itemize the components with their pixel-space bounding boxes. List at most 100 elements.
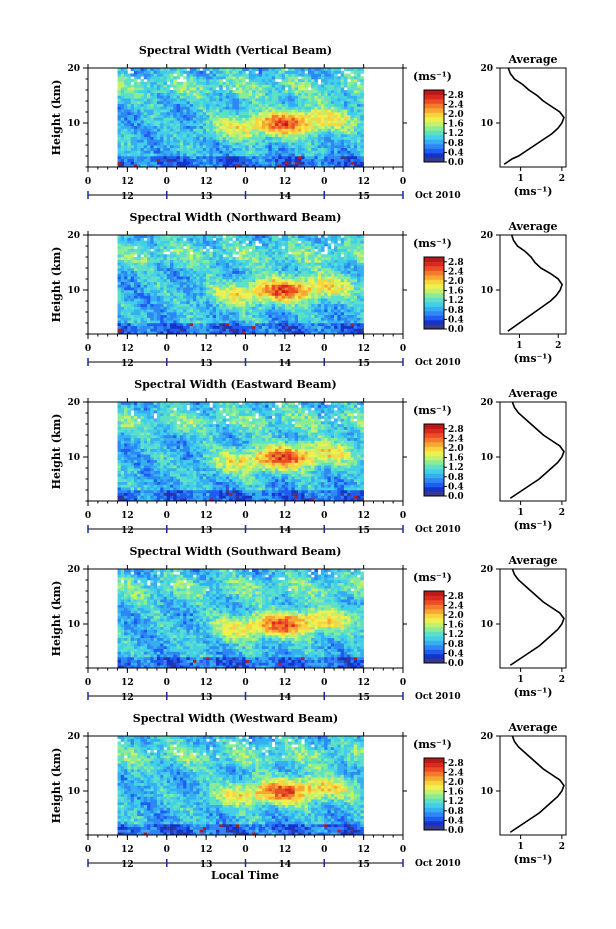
heatmap-cell xyxy=(183,134,187,138)
heatmap-cell xyxy=(117,106,122,110)
heatmap-cell xyxy=(357,84,361,88)
heatmap-cell xyxy=(320,76,325,80)
heatmap-cell xyxy=(307,262,312,266)
heatmap-cell xyxy=(268,259,273,263)
heatmap-cell xyxy=(206,114,210,118)
heatmap-cell xyxy=(301,237,305,241)
heatmap-cell xyxy=(202,142,207,146)
heatmap-cell xyxy=(117,306,122,310)
heatmap-cell xyxy=(202,312,207,316)
heatmap-cell xyxy=(222,246,227,250)
heatmap-cell xyxy=(284,156,289,160)
heatmap-cell xyxy=(291,139,296,143)
heatmap-cell xyxy=(206,87,210,91)
heatmap-cell xyxy=(153,158,158,162)
heatmap-cell xyxy=(301,153,305,157)
heatmap-cell xyxy=(229,70,233,74)
heatmap-cell xyxy=(176,303,181,307)
heatmap-cell xyxy=(265,331,269,335)
heatmap-cell xyxy=(291,301,296,305)
heatmap-cell xyxy=(242,237,246,241)
heatmap-cell xyxy=(183,142,187,146)
heatmap-cell xyxy=(196,161,200,165)
heatmap-cell xyxy=(176,87,181,91)
heatmap-cell xyxy=(156,158,161,162)
heatmap-cell xyxy=(196,301,200,305)
heatmap-cell xyxy=(265,303,269,307)
heatmap-cell xyxy=(271,101,276,105)
heatmap-cell xyxy=(163,106,168,110)
heatmap-cell xyxy=(314,145,318,149)
heatmap-cell xyxy=(334,98,338,102)
heatmap-cell xyxy=(294,301,299,305)
heatmap-cell xyxy=(143,123,148,127)
heatmap-cell xyxy=(281,254,286,258)
heatmap-cell xyxy=(324,95,328,99)
heatmap-cell xyxy=(291,290,296,294)
heatmap-cell xyxy=(137,98,141,102)
heatmap-cell xyxy=(350,156,355,160)
heatmap-cell xyxy=(137,84,141,88)
heatmap-cell xyxy=(245,254,250,258)
heatmap-cell xyxy=(179,257,184,261)
heatmap-cell xyxy=(261,150,266,154)
heatmap-cell xyxy=(117,246,122,250)
heatmap-cell xyxy=(343,103,348,107)
heatmap-cell xyxy=(268,70,273,74)
heatmap-cell xyxy=(166,76,171,80)
heatmap-cell xyxy=(288,237,292,241)
heatmap-cell xyxy=(360,158,364,162)
heatmap-cell xyxy=(291,328,296,332)
heatmap-cell xyxy=(225,246,230,250)
heatmap-cell xyxy=(199,101,204,105)
heatmap-cell xyxy=(183,235,187,239)
heatmap-cell xyxy=(307,295,312,299)
heatmap-cell xyxy=(232,164,236,168)
heatmap-cell xyxy=(133,290,138,294)
heatmap-cell xyxy=(350,68,355,72)
heatmap-cell xyxy=(222,153,227,157)
heatmap-cell xyxy=(179,158,184,162)
colorbar-tick-label: 2.4 xyxy=(448,100,464,110)
heatmap-cell xyxy=(320,73,325,77)
heatmap-cell xyxy=(176,68,181,72)
heatmap-cell xyxy=(235,320,240,324)
heatmap-cell xyxy=(170,68,174,72)
heatmap-cell xyxy=(245,76,250,80)
heatmap-cell xyxy=(196,76,200,80)
heatmap-cell xyxy=(170,120,174,124)
heatmap-cell xyxy=(156,131,161,135)
heatmap-cell xyxy=(166,153,171,157)
heatmap-cell xyxy=(304,317,309,321)
heatmap-cell xyxy=(311,309,315,313)
heatmap-cell xyxy=(225,254,230,258)
heatmap-cell xyxy=(265,109,269,113)
heatmap-cell xyxy=(215,106,220,110)
heatmap-cell xyxy=(222,139,227,143)
heatmap-cell xyxy=(360,139,364,143)
colorbar-swatch xyxy=(424,112,444,118)
heatmap-cell xyxy=(173,79,177,83)
heatmap-cell xyxy=(189,76,194,80)
heatmap-cell xyxy=(288,98,292,102)
heatmap-cell xyxy=(173,150,177,154)
heatmap-cell xyxy=(281,161,286,165)
heatmap-cell xyxy=(275,290,279,294)
heatmap-cell xyxy=(215,98,220,102)
heatmap-cell xyxy=(301,136,305,140)
heatmap-cell xyxy=(222,147,227,151)
heatmap-cell xyxy=(327,70,332,74)
heatmap-cell xyxy=(235,95,240,99)
heatmap-cell xyxy=(278,134,282,138)
heatmap-cell xyxy=(284,254,289,258)
heatmap-cell xyxy=(334,139,338,143)
heatmap-cell xyxy=(284,123,289,127)
heatmap-cell xyxy=(235,117,240,121)
heatmap-cell xyxy=(183,128,187,132)
heatmap-cell xyxy=(258,251,263,255)
heatmap-cell xyxy=(212,317,217,321)
heatmap-cell xyxy=(127,254,131,258)
heatmap-cell xyxy=(268,279,273,283)
heatmap-cell xyxy=(229,317,233,321)
heatmap-cell xyxy=(225,328,230,332)
